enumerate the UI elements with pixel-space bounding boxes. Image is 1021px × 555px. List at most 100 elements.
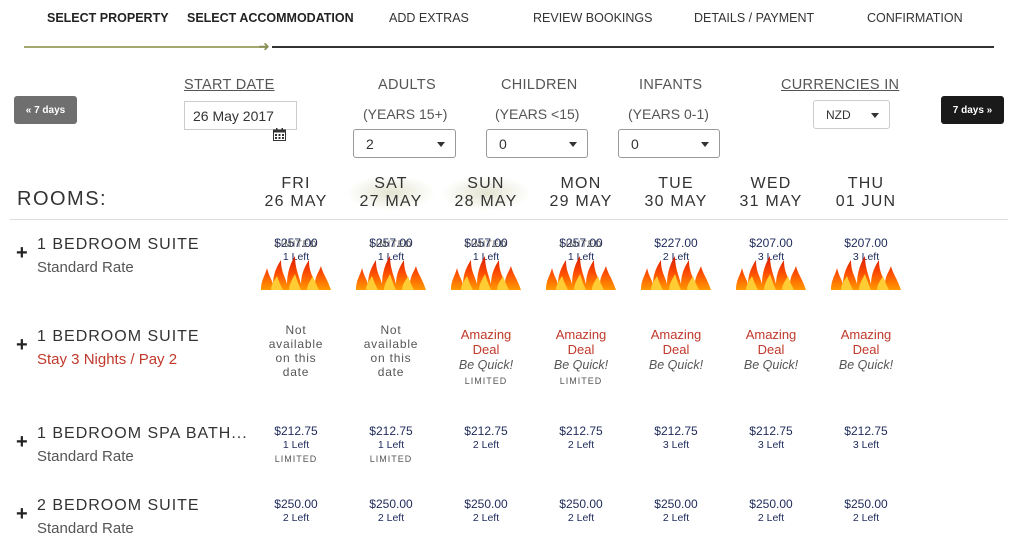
rate-cell[interactable]: $212.75 3 Left [821,424,911,452]
hot-deal: LIMITED [441,236,531,290]
be-quick-text: Be Quick! [458,358,514,372]
room-name[interactable]: 1 BEDROOM SPA BATH... [37,425,248,442]
expand-room-plus-icon[interactable]: + [16,242,28,264]
expand-room-plus-icon[interactable]: + [16,334,28,356]
day-date: 01 JUN [835,193,897,210]
room-name[interactable]: 1 BEDROOM SUITE [37,328,200,345]
next-7-days-button[interactable]: 7 days » [941,96,1004,124]
rate-cell[interactable]: $250.00 2 Left [631,497,721,525]
rate-name: Stay 3 Nights / Pay 2 [37,351,178,368]
expand-room-plus-icon[interactable]: + [16,431,28,453]
day-header: TUE 30 MAY [631,175,721,211]
limited-badge: LIMITED [274,454,318,464]
hot-deal [631,236,721,290]
room-name[interactable]: 1 BEDROOM SUITE [37,236,200,253]
infants-label: INFANTS [639,77,703,93]
be-quick-text: Be Quick! [838,358,894,372]
rooms-left: 1 Left [567,251,595,263]
rooms-heading: ROOMS: [17,188,108,210]
rate-cell[interactable]: $212.75 3 Left [631,424,721,452]
price: $257.00 [464,236,508,250]
rate-cell[interactable]: $212.75 1 Left LIMITED [346,424,436,466]
hot-deal [726,236,816,290]
rate-cell[interactable]: $250.00 2 Left [251,497,341,525]
children-value: 0 [499,135,507,152]
rate-cell[interactable]: $212.75 3 Left [726,424,816,452]
rate-cell[interactable]: $250.00 2 Left [441,497,531,525]
fire-icon [261,256,331,290]
hot-deal [821,236,911,290]
rate-cell[interactable]: $207.00 3 Left [726,236,816,290]
price: $250.00 [559,497,603,511]
price: $257.00 [559,236,603,250]
rate-cell[interactable]: $212.75 2 Left [536,424,626,452]
calendar-icon[interactable] [273,128,286,141]
limited-badge: LIMITED [559,239,603,249]
prev-7-days-button[interactable]: « 7 days [14,96,77,124]
step-select-accommodation[interactable]: SELECT ACCOMMODATION [187,11,354,25]
rate-cell[interactable]: Amazing Deal Be Quick! LIMITED [441,323,531,388]
currency-select[interactable]: NZD [813,100,890,129]
infants-select[interactable]: 0 [618,129,720,158]
rate-cell[interactable]: $227.00 2 Left [631,236,721,290]
rate-cell[interactable]: $250.00 2 Left [726,497,816,525]
amazing-deal-text: Amazing Deal [460,327,512,357]
price: $212.75 [749,424,793,438]
children-label: CHILDREN [501,77,578,93]
step-select-property[interactable]: SELECT PROPERTY [47,11,169,25]
rate-cell[interactable]: Amazing Deal Be Quick! [821,323,911,374]
rooms-left: 2 Left [377,512,405,524]
rate-cell: Not available on this date [251,323,341,379]
rooms-left: 2 Left [282,512,310,524]
rate-cell[interactable]: Amazing Deal Be Quick! [631,323,721,374]
chevron-down-icon [871,113,879,118]
rooms-left: 1 Left [377,251,405,263]
rate-cell[interactable]: $250.00 2 Left [536,497,626,525]
rate-cell[interactable]: $257.00 1 Left LIMITED [251,236,341,290]
infants-value: 0 [631,135,639,152]
adults-select[interactable]: 2 [353,129,456,158]
be-quick-text: Be Quick! [743,358,799,372]
start-date-input[interactable] [184,101,297,130]
amazing-deal-text: Amazing Deal [650,327,702,357]
rate-cell[interactable]: $212.75 1 Left LIMITED [251,424,341,466]
expand-room-plus-icon[interactable]: + [16,503,28,525]
rate-cell[interactable]: Amazing Deal Be Quick! [726,323,816,374]
rate-cell[interactable]: $250.00 2 Left [821,497,911,525]
rate-cell[interactable]: $257.00 1 Left LIMITED [536,236,626,290]
rate-cell[interactable]: Amazing Deal Be Quick! LIMITED [536,323,626,388]
adults-label: ADULTS [378,77,436,93]
day-header: SUN 28 MAY [441,175,531,211]
currency-label[interactable]: CURRENCIES IN [781,77,900,93]
rooms-left: 2 Left [852,512,880,524]
hot-deal: LIMITED [251,236,341,290]
rate-cell[interactable]: $257.00 1 Left LIMITED [441,236,531,290]
children-age-range: (YEARS <15) [495,106,580,122]
adults-age-range: (YEARS 15+) [363,106,448,122]
rate-cell[interactable]: $212.75 2 Left [441,424,531,452]
rooms-left: 3 Left [852,439,880,451]
chevron-down-icon [569,142,577,147]
day-date: 27 MAY [359,193,423,210]
start-date-label[interactable]: START DATE [184,77,275,93]
progress-complete [24,46,268,48]
limited-badge: LIMITED [274,239,318,249]
day-of-week: SAT [374,175,408,192]
rate-cell[interactable]: $207.00 3 Left [821,236,911,290]
price: $257.00 [369,236,413,250]
price: $250.00 [369,497,413,511]
price: $212.75 [274,424,318,438]
rooms-left: 2 Left [567,439,595,451]
room-name[interactable]: 2 BEDROOM SUITE [37,497,200,514]
rooms-left: 2 Left [757,512,785,524]
progress-arrow-icon: ➜ [258,38,270,54]
rate-cell[interactable]: $250.00 2 Left [346,497,436,525]
fire-icon [546,256,616,290]
step-confirmation: CONFIRMATION [867,11,963,25]
day-header: WED 31 MAY [726,175,816,211]
children-select[interactable]: 0 [486,129,588,158]
rate-name: Standard Rate [37,448,134,465]
step-add-extras: ADD EXTRAS [389,11,469,25]
rate-cell: Not available on this date [346,323,436,379]
rate-cell[interactable]: $257.00 1 Left LIMITED [346,236,436,290]
